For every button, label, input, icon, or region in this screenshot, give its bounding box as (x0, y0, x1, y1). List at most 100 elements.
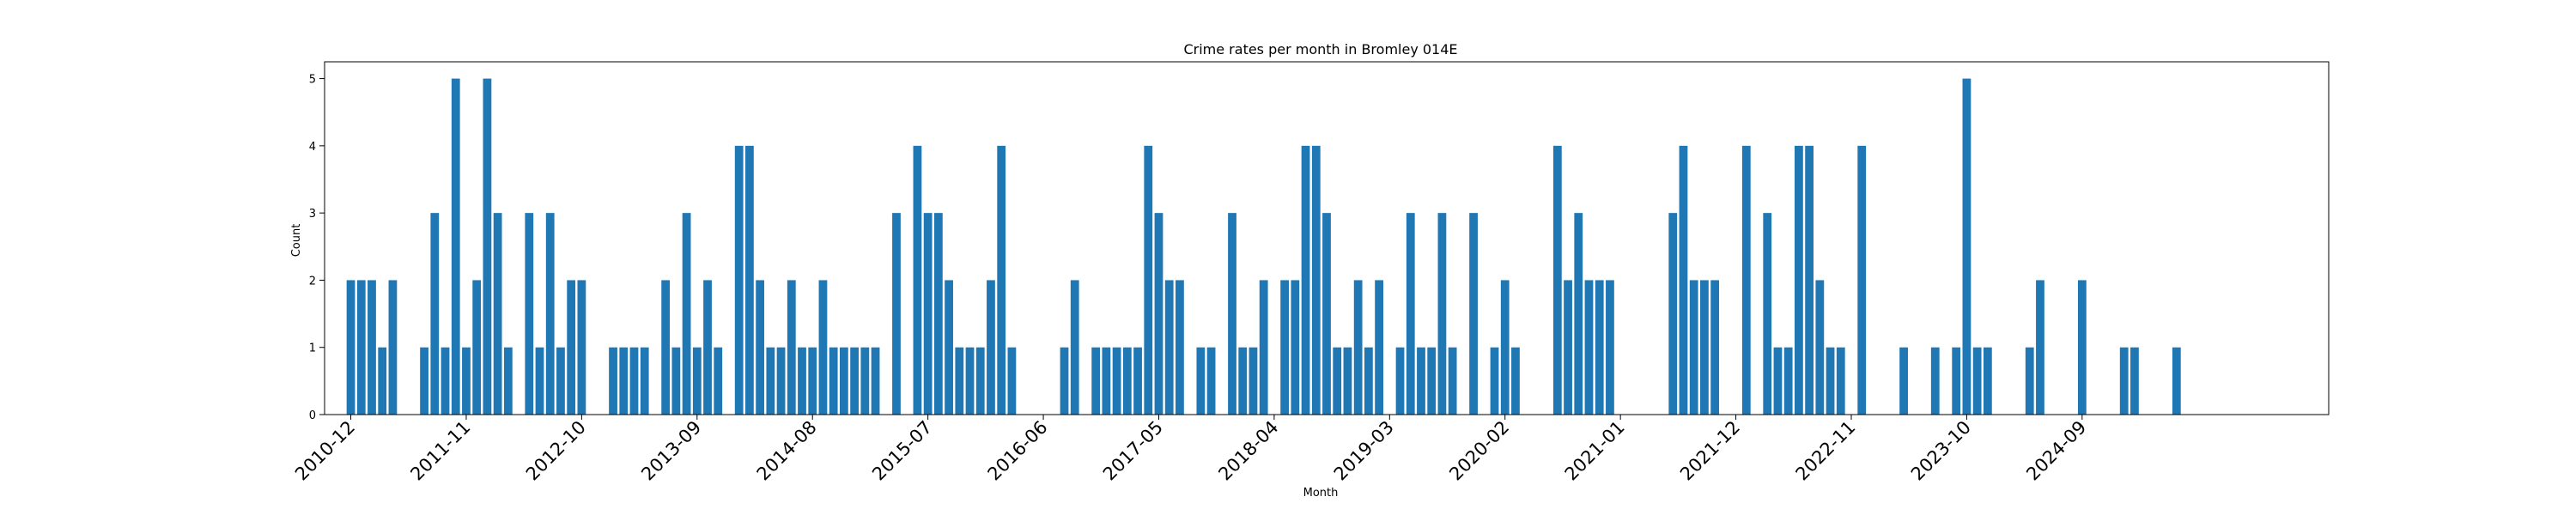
bar (1564, 280, 1572, 415)
bar (1511, 347, 1520, 415)
bar (1238, 347, 1248, 415)
bar (1228, 213, 1236, 415)
bar (1322, 213, 1331, 415)
bar (860, 347, 870, 415)
bar (787, 280, 796, 415)
bar (567, 280, 576, 415)
x-tick-label: 2015-07 (868, 417, 936, 485)
bar (368, 280, 376, 415)
bar (850, 347, 859, 415)
bar (2025, 347, 2034, 415)
bar (1427, 347, 1437, 415)
y-axis-label: Count (290, 224, 303, 258)
bar (692, 347, 702, 415)
bar (1154, 213, 1163, 415)
bar (1448, 347, 1457, 415)
bar (346, 280, 355, 415)
bar (703, 280, 712, 415)
x-tick-label: 2013-09 (637, 417, 705, 485)
bar (609, 347, 617, 415)
bar (1595, 280, 1604, 415)
bar (1836, 347, 1845, 415)
x-tick-layer: 2010-12 2011-11 2012-10 2013-09 2014-08 2015-… (291, 415, 2090, 485)
bar (1070, 280, 1079, 415)
bar (378, 347, 387, 415)
y-tick-layer: 0 1 2 3 4 5 (309, 74, 325, 422)
bar (798, 347, 806, 415)
bar (766, 347, 775, 415)
bar (2077, 280, 2087, 415)
bar (420, 347, 428, 415)
plot-frame (324, 61, 2330, 415)
x-axis-label: Month (1303, 487, 1339, 500)
bar (829, 347, 838, 415)
bar (1364, 347, 1373, 415)
bar (1196, 347, 1206, 415)
chart-title: Crime rates per month in Bromley 014E (1183, 41, 1457, 58)
bar (493, 213, 502, 415)
x-tick-label: 2021-01 (1561, 417, 1629, 485)
bar (734, 145, 744, 415)
bar (1763, 213, 1772, 415)
bar (577, 280, 586, 415)
bar (945, 280, 953, 415)
bar (1805, 145, 1814, 415)
bar (1417, 347, 1425, 415)
bar (975, 347, 985, 415)
bar (483, 78, 492, 415)
bar (1584, 280, 1594, 415)
bar (1689, 280, 1698, 415)
bar (1962, 78, 1971, 415)
bar (619, 347, 629, 415)
bar (1259, 280, 1268, 415)
bar (1773, 347, 1783, 415)
bar (933, 213, 943, 415)
bar (1710, 280, 1720, 415)
bar (535, 347, 544, 415)
y-tick-label: 4 (309, 141, 316, 154)
bar (1795, 145, 1803, 415)
bar (1490, 347, 1499, 415)
bar (2172, 347, 2181, 415)
bar (1311, 145, 1321, 415)
y-tick-label: 2 (309, 275, 316, 288)
bar (1952, 347, 1961, 415)
bar (1983, 347, 1992, 415)
bar (1857, 145, 1867, 415)
x-tick-label: 2012-10 (522, 417, 590, 485)
bar (545, 213, 555, 415)
bar (430, 213, 440, 415)
bar (1375, 280, 1383, 415)
bar (525, 213, 534, 415)
bar (776, 347, 786, 415)
bar (503, 347, 513, 415)
x-tick-label: 2018-04 (1214, 417, 1282, 485)
bar (2130, 347, 2139, 415)
bar (1783, 347, 1793, 415)
bar (472, 280, 482, 415)
x-tick-label: 2022-11 (1792, 417, 1860, 485)
bar (1606, 280, 1614, 415)
bar (1007, 347, 1017, 415)
bar (1574, 213, 1583, 415)
x-tick-label: 2023-10 (1907, 417, 1975, 485)
bar (388, 280, 398, 415)
x-tick-label: 2014-08 (753, 417, 821, 485)
bar (640, 347, 649, 415)
bar (839, 347, 848, 415)
x-tick-label: 2010-12 (291, 417, 359, 485)
y-tick-label: 1 (309, 342, 316, 355)
bar (1437, 213, 1447, 415)
bar (1301, 145, 1310, 415)
bar (987, 280, 995, 415)
bar (923, 213, 933, 415)
bar (629, 347, 639, 415)
bar (1899, 347, 1908, 415)
bar (892, 213, 901, 415)
bar (1091, 347, 1101, 415)
bars-layer (346, 78, 2181, 415)
y-tick-label: 5 (309, 74, 316, 87)
bar (1815, 280, 1825, 415)
bar (745, 145, 754, 415)
